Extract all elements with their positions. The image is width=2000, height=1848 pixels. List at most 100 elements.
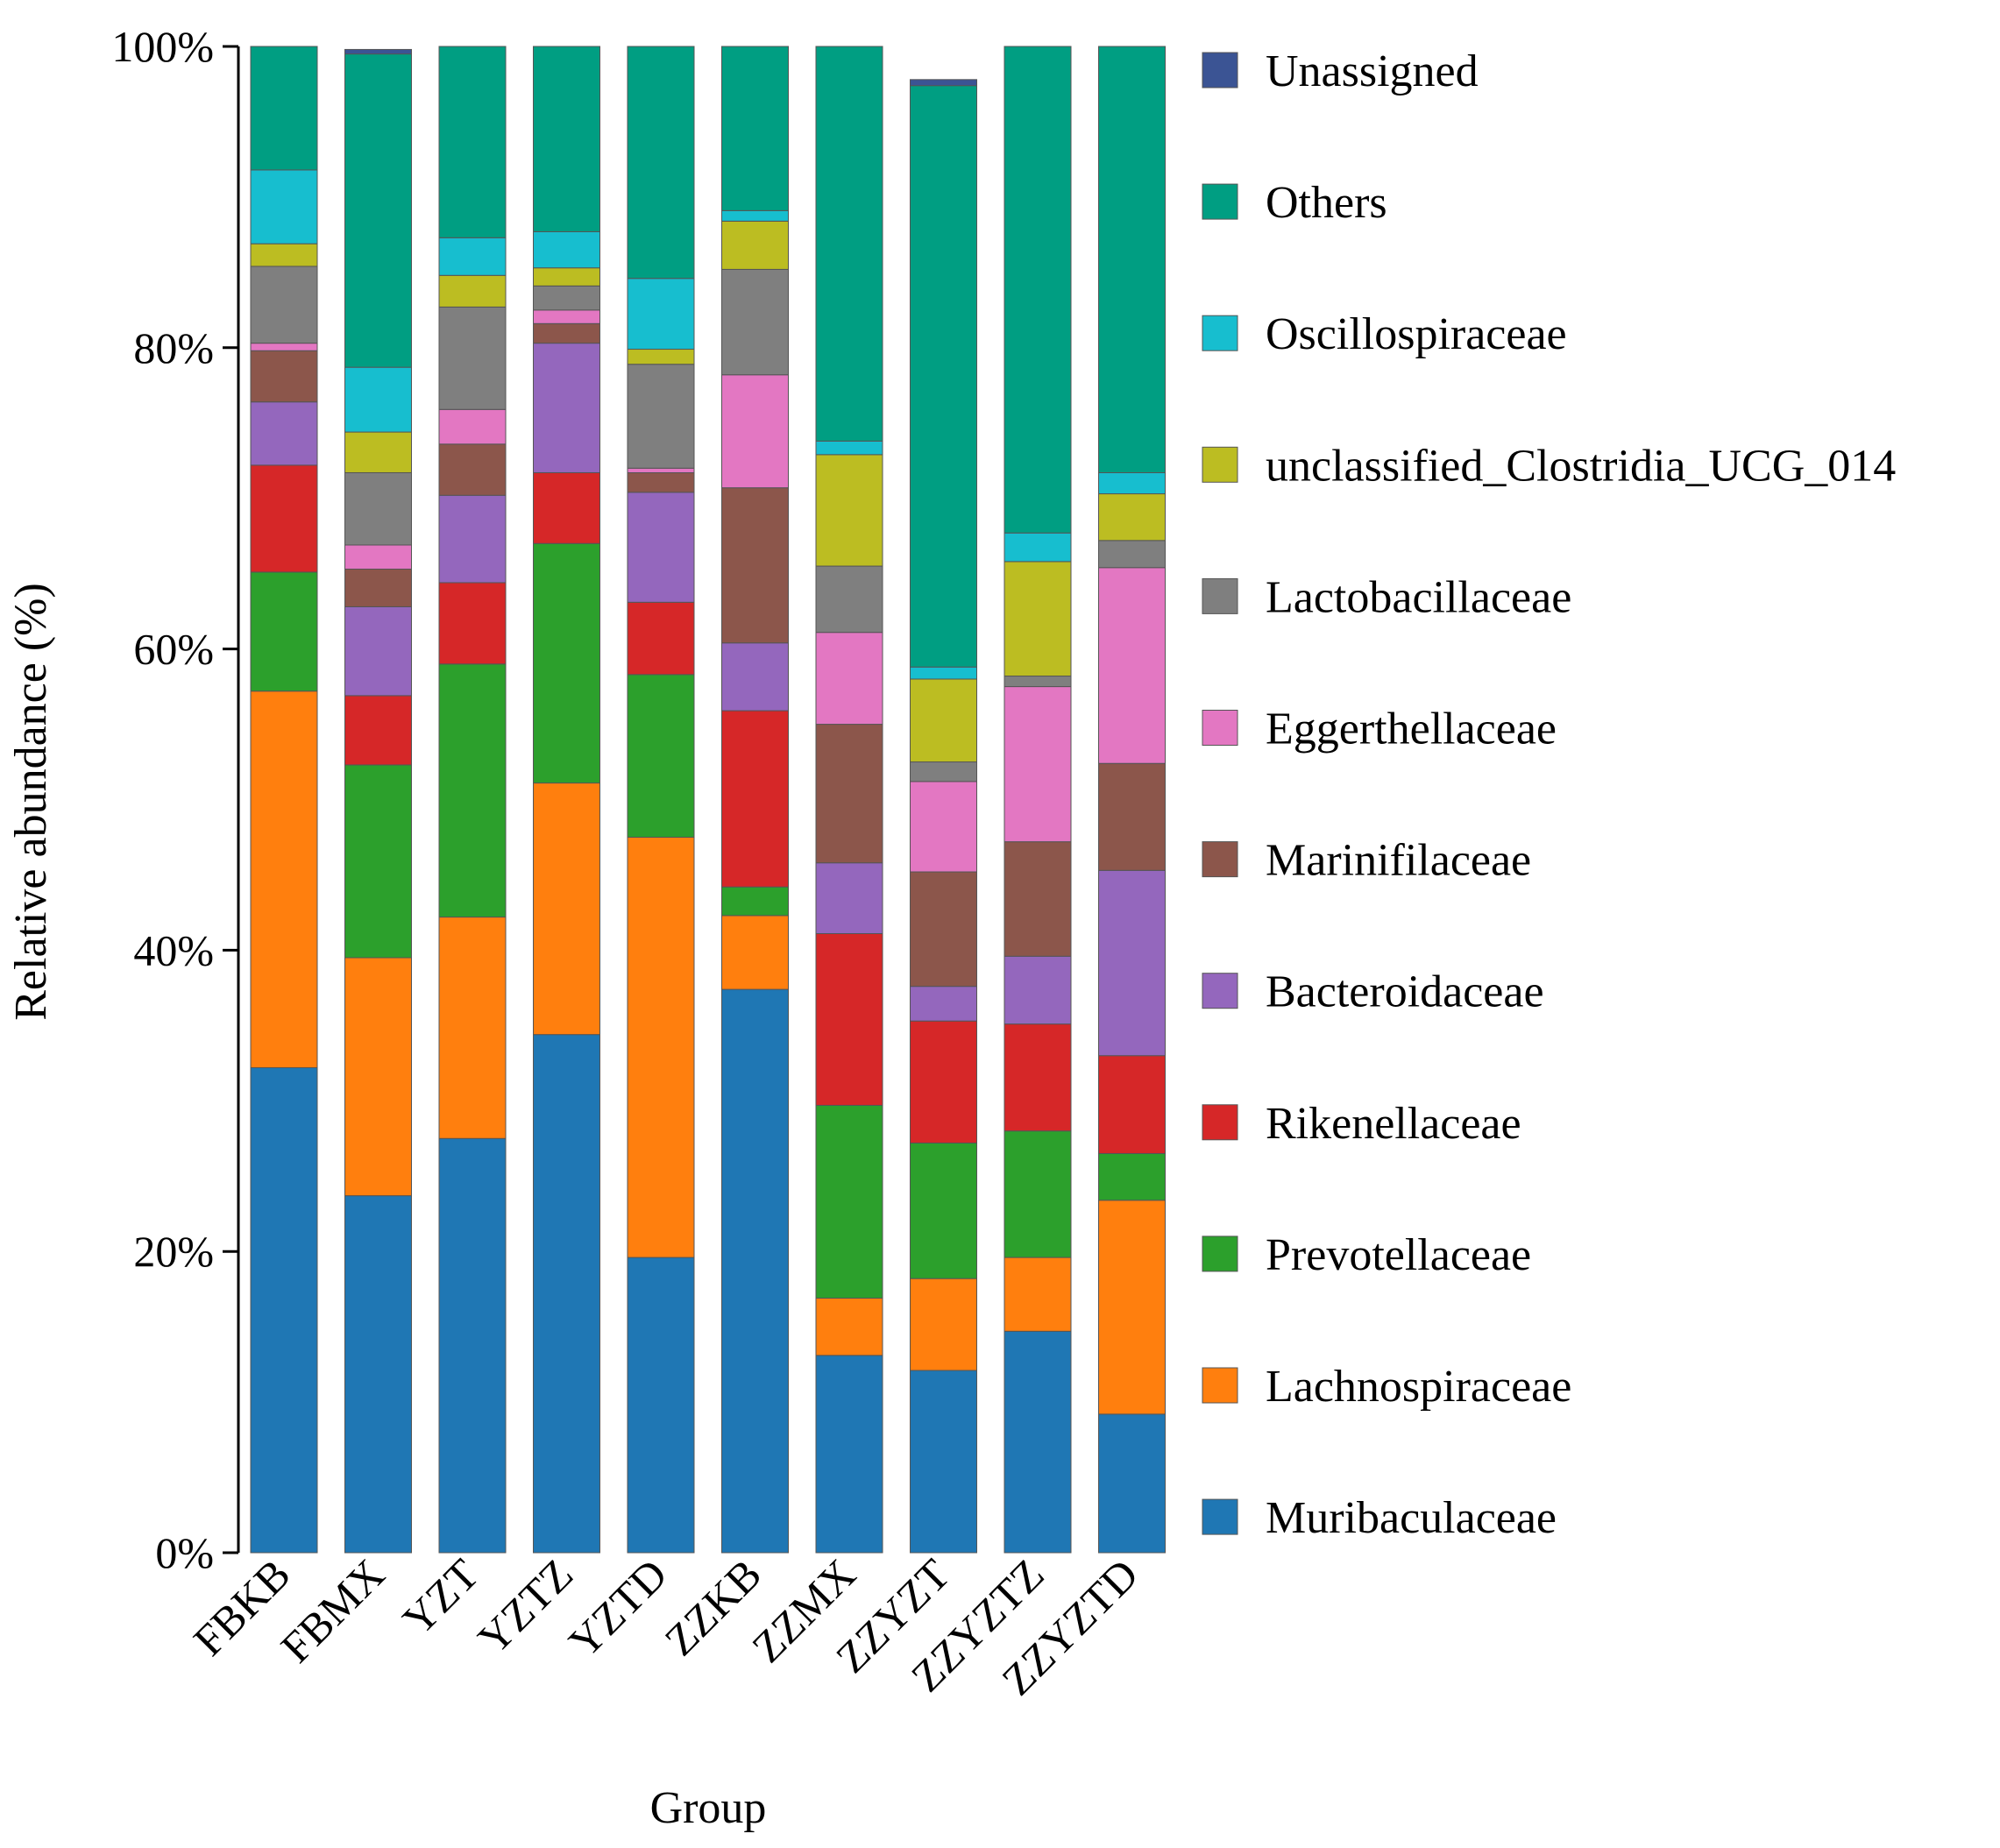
legend-swatch bbox=[1202, 577, 1238, 614]
bar-segment-yztz-eggerthellaceae bbox=[533, 309, 600, 324]
legend-label: Eggerthellaceae bbox=[1266, 705, 1557, 754]
bar-segment-zzmx-bacteroidaceae bbox=[815, 862, 883, 934]
bar-segment-zzyzt-muribaculaceae bbox=[910, 1370, 977, 1554]
legend-item-prevotellaceae: Prevotellaceae bbox=[1202, 1230, 1531, 1280]
bar-segment-zzyztz-unclassified-clostridia-ucg-014 bbox=[1004, 561, 1072, 677]
bar-segment-zzyztd-lachnospiraceae bbox=[1098, 1200, 1166, 1415]
legend-swatch bbox=[1202, 710, 1238, 746]
bar-segment-fbmx-unassigned bbox=[344, 48, 412, 55]
bar-stack-yzt bbox=[438, 46, 507, 1554]
legend-item-others: Others bbox=[1202, 178, 1387, 228]
bar-stack-zzyztd bbox=[1098, 46, 1166, 1554]
bar-segment-yzt-unclassified-clostridia-ucg-014 bbox=[438, 274, 507, 308]
bar-segment-yztz-unclassified-clostridia-ucg-014 bbox=[533, 267, 600, 287]
bar-segment-fbkb-others bbox=[250, 46, 318, 171]
legend-swatch bbox=[1202, 841, 1238, 878]
bar-segment-zzyztz-lachnospiraceae bbox=[1004, 1257, 1072, 1332]
legend-label: Muribaculaceae bbox=[1266, 1493, 1557, 1543]
bar-segment-zzyztd-eggerthellaceae bbox=[1098, 567, 1166, 764]
legend-swatch bbox=[1202, 52, 1238, 89]
bar-segment-fbkb-lactobacillaceae bbox=[250, 266, 318, 344]
bar-stack-fbmx bbox=[344, 48, 412, 1554]
legend-swatch bbox=[1202, 973, 1238, 1009]
legend-label: Marinifilaceae bbox=[1266, 836, 1531, 886]
bar-segment-zzyzt-others bbox=[910, 85, 977, 668]
bar-segment-yzt-others bbox=[438, 46, 507, 238]
bar-segment-zzkb-rikenellaceae bbox=[721, 710, 789, 888]
bar-segment-zzkb-eggerthellaceae bbox=[721, 374, 789, 489]
bar-segment-zzyztd-others bbox=[1098, 46, 1166, 473]
bar-segment-zzyztz-others bbox=[1004, 46, 1072, 534]
bar-segment-yztd-marinifilaceae bbox=[627, 471, 695, 493]
bars-layer bbox=[250, 46, 1166, 1554]
bar-segment-zzkb-lactobacillaceae bbox=[721, 268, 789, 376]
bar-stack-yztd bbox=[627, 46, 695, 1554]
bar-segment-yztz-prevotellaceae bbox=[533, 542, 600, 784]
bar-segment-zzmx-others bbox=[815, 46, 883, 442]
legend-swatch bbox=[1202, 1236, 1238, 1272]
bar-segment-zzyztz-oscillospiraceae bbox=[1004, 532, 1072, 563]
bar-segment-yzt-lactobacillaceae bbox=[438, 306, 507, 410]
bar-stack-zzyztz bbox=[1004, 46, 1072, 1554]
bar-segment-zzyzt-unclassified-clostridia-ucg-014 bbox=[910, 678, 977, 763]
bar-segment-zzyzt-rikenellaceae bbox=[910, 1020, 977, 1143]
bar-segment-yztd-eggerthellaceae bbox=[627, 467, 695, 473]
y-axis-title: Relative abundance (%) bbox=[6, 583, 56, 1021]
legend-swatch bbox=[1202, 1498, 1238, 1535]
bar-segment-zzyzt-unassigned bbox=[910, 79, 977, 87]
bar-segment-zzkb-prevotellaceae bbox=[721, 886, 789, 917]
bar-segment-fbmx-unclassified-clostridia-ucg-014 bbox=[344, 431, 412, 473]
bar-segment-yzt-lachnospiraceae bbox=[438, 917, 507, 1139]
bar-segment-zzyztz-lactobacillaceae bbox=[1004, 676, 1072, 688]
bar-segment-yztd-muribaculaceae bbox=[627, 1257, 695, 1554]
bar-stack-fbkb bbox=[250, 46, 318, 1554]
x-tick-label-fbmx: FBMX bbox=[271, 1549, 394, 1672]
x-tick-label-yztz: YZTZ bbox=[468, 1549, 582, 1663]
y-tick-label: 0% bbox=[155, 1528, 214, 1577]
bar-segment-yztz-bacteroidaceae bbox=[533, 343, 600, 473]
bar-segment-zzkb-oscillospiraceae bbox=[721, 209, 789, 222]
bar-segment-zzyzt-lactobacillaceae bbox=[910, 761, 977, 782]
bar-segment-yztz-muribaculaceae bbox=[533, 1034, 600, 1554]
bar-segment-fbmx-lactobacillaceae bbox=[344, 471, 412, 546]
bar-segment-zzmx-lactobacillaceae bbox=[815, 565, 883, 634]
legend-item-unclassified-clostridia-ucg-014: unclassified_Clostridia_UCG_014 bbox=[1202, 441, 1896, 491]
bar-segment-yztz-lactobacillaceae bbox=[533, 285, 600, 311]
legend-label: Bacteroidaceae bbox=[1266, 967, 1544, 1017]
bar-segment-zzyztz-prevotellaceae bbox=[1004, 1130, 1072, 1258]
bar-segment-fbkb-bacteroidaceae bbox=[250, 401, 318, 466]
legend-label: Others bbox=[1266, 178, 1387, 228]
bar-segment-zzyztd-rikenellaceae bbox=[1098, 1055, 1166, 1154]
bar-segment-fbmx-rikenellaceae bbox=[344, 695, 412, 766]
bar-stack-zzmx bbox=[815, 46, 883, 1554]
bar-segment-fbkb-oscillospiraceae bbox=[250, 169, 318, 244]
bar-segment-fbkb-lachnospiraceae bbox=[250, 690, 318, 1068]
legend-swatch bbox=[1202, 446, 1238, 483]
bar-segment-zzmx-lachnospiraceae bbox=[815, 1297, 883, 1356]
bar-segment-yztd-rikenellaceae bbox=[627, 601, 695, 676]
legend-label: unclassified_Clostridia_UCG_014 bbox=[1266, 441, 1896, 491]
bar-segment-zzyzt-eggerthellaceae bbox=[910, 781, 977, 873]
bar-segment-yztz-marinifilaceae bbox=[533, 322, 600, 344]
legend-label: Rikenellaceae bbox=[1266, 1099, 1521, 1149]
bar-segment-zzyztd-prevotellaceae bbox=[1098, 1152, 1166, 1201]
y-tick-label: 80% bbox=[133, 323, 214, 372]
bar-segment-fbkb-marinifilaceae bbox=[250, 350, 318, 403]
bar-segment-zzkb-unclassified-clostridia-ucg-014 bbox=[721, 220, 789, 270]
legend-swatch bbox=[1202, 183, 1238, 220]
bar-segment-zzyztz-rikenellaceae bbox=[1004, 1023, 1072, 1132]
bar-segment-yztz-rikenellaceae bbox=[533, 471, 600, 544]
bar-segment-zzmx-unclassified-clostridia-ucg-014 bbox=[815, 454, 883, 567]
bar-segment-zzyztd-unclassified-clostridia-ucg-014 bbox=[1098, 493, 1166, 542]
bar-segment-zzyzt-bacteroidaceae bbox=[910, 986, 977, 1022]
legend-item-lactobacillaceae: Lactobacillaceae bbox=[1202, 572, 1571, 622]
bar-segment-yzt-rikenellaceae bbox=[438, 582, 507, 665]
legend-item-unassigned: Unassigned bbox=[1202, 46, 1479, 96]
bar-segment-yztd-lachnospiraceae bbox=[627, 836, 695, 1258]
bar-segment-yztd-bacteroidaceae bbox=[627, 492, 695, 603]
bar-segment-zzyzt-marinifilaceae bbox=[910, 871, 977, 988]
legend-item-rikenellaceae: Rikenellaceae bbox=[1202, 1099, 1521, 1149]
bar-segment-fbmx-prevotellaceae bbox=[344, 764, 412, 959]
